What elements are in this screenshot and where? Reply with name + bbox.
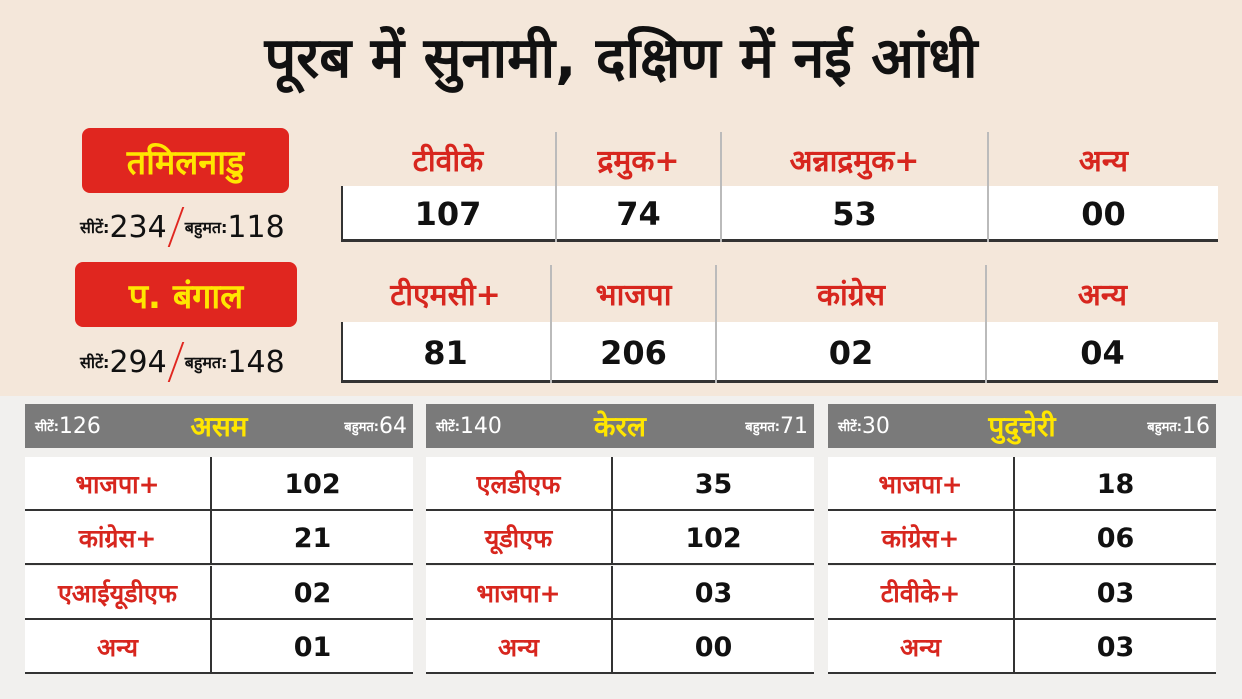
result: 00 <box>987 186 1218 242</box>
party-name: टीवीके <box>412 143 484 179</box>
divider <box>167 207 184 247</box>
result: 81 <box>423 333 468 372</box>
result: 102 <box>685 522 742 554</box>
party-name: द्रमुक+ <box>555 132 720 186</box>
result: 107 <box>414 195 482 233</box>
seats-label: सीटें: <box>80 218 110 237</box>
result: 03 <box>1096 631 1135 663</box>
row-bg <box>828 457 1216 511</box>
seats: 126 <box>58 413 101 439</box>
seats-line: सीटें: 234 बहुमत: 118 <box>80 205 340 249</box>
result: 206 <box>550 322 715 383</box>
party-name: यूडीएफ <box>426 511 613 565</box>
party-name: अन्य <box>985 265 1218 322</box>
majority: 64 <box>379 413 407 439</box>
row-bg <box>426 566 814 620</box>
seats-label: सीटें: <box>35 420 59 435</box>
row-bg <box>25 457 413 511</box>
party-name: भाजपा+ <box>25 457 212 511</box>
seats-line: सीटें: 140 <box>436 404 502 448</box>
result: 01 <box>293 631 332 663</box>
title: पूरब में सुनामी, दक्षिण में नई आंधी <box>264 26 978 91</box>
row-bg <box>426 457 814 511</box>
seats: 234 <box>109 209 167 245</box>
result: 06 <box>1096 522 1135 554</box>
majority-label: बहुमत: <box>184 353 228 372</box>
party-name: एलडीएफ <box>426 457 613 511</box>
result: 35 <box>694 468 733 500</box>
seats-line: सीटें: 30 <box>838 404 890 448</box>
row-bg <box>25 620 413 674</box>
table-rule <box>341 186 1218 242</box>
result: 00 <box>694 631 733 663</box>
party-name: टीएमसी+ <box>390 278 501 313</box>
party-name: अन्य <box>987 132 1218 186</box>
state-name: केरल <box>594 410 646 443</box>
state-name: असम <box>190 410 248 443</box>
result: 102 <box>284 468 341 500</box>
result: 02 <box>715 322 985 383</box>
party-name: टीवीके+ <box>828 566 1015 620</box>
row-bg <box>828 620 1216 674</box>
majority: 118 <box>227 209 285 245</box>
state-header: सीटें: 140 केरल बहुमत: 71 <box>426 404 814 448</box>
seats: 294 <box>109 344 167 380</box>
majority-line: बहुमत: 16 <box>1147 404 1210 448</box>
result: 02 <box>293 577 332 609</box>
row-bg <box>426 620 814 674</box>
seats-line: सीटें: 126 <box>35 404 101 448</box>
result: 74 <box>555 186 720 242</box>
majority-label: बहुमत: <box>184 218 228 237</box>
majority-label: बहुमत: <box>1147 420 1182 435</box>
party-name: अन्य <box>828 620 1015 674</box>
majority: 16 <box>1182 413 1210 439</box>
party-name: भाजपा <box>550 265 715 322</box>
party-name: कांग्रेस+ <box>25 511 212 565</box>
majority: 148 <box>227 344 285 380</box>
seats: 30 <box>861 413 890 439</box>
party-name: भाजपा+ <box>828 457 1015 511</box>
state-name: पुदुचेरी <box>988 410 1056 443</box>
result: 03 <box>694 577 733 609</box>
party-name: एआईयूडीएफ <box>25 566 212 620</box>
divider <box>167 342 184 382</box>
state-header: सीटें: 126 असम बहुमत: 64 <box>25 404 413 448</box>
seats-label: सीटें: <box>80 353 110 372</box>
seats: 140 <box>459 413 502 439</box>
party-name: कांग्रेस+ <box>828 511 1015 565</box>
majority-label: बहुमत: <box>745 420 780 435</box>
seats-label: सीटें: <box>436 420 460 435</box>
party-name: कांग्रेस <box>715 265 985 322</box>
seats-label: सीटें: <box>838 420 862 435</box>
row-bg <box>828 511 1216 565</box>
row-bg <box>25 566 413 620</box>
party-name: अन्नाद्रमुक+ <box>720 132 987 186</box>
party-name: अन्य <box>426 620 613 674</box>
majority: 71 <box>780 413 808 439</box>
majority-line: बहुमत: 71 <box>745 404 808 448</box>
table-rule <box>341 322 1218 383</box>
row-bg <box>25 511 413 565</box>
majority-line: बहुमत: 64 <box>344 404 407 448</box>
majority-label: बहुमत: <box>344 420 379 435</box>
row-bg <box>828 566 1216 620</box>
result: 21 <box>293 522 332 554</box>
state-name: तमिलनाडु <box>82 128 289 193</box>
result: 04 <box>985 322 1218 383</box>
result: 18 <box>1096 468 1135 500</box>
state-name: प. बंगाल <box>75 262 297 327</box>
seats-line: सीटें: 294 बहुमत: 148 <box>80 340 340 384</box>
result: 03 <box>1096 577 1135 609</box>
row-bg <box>426 511 814 565</box>
party-name: भाजपा+ <box>426 566 613 620</box>
result: 53 <box>720 186 987 242</box>
party-name: अन्य <box>25 620 212 674</box>
state-header: सीटें: 30 पुदुचेरी बहुमत: 16 <box>828 404 1216 448</box>
